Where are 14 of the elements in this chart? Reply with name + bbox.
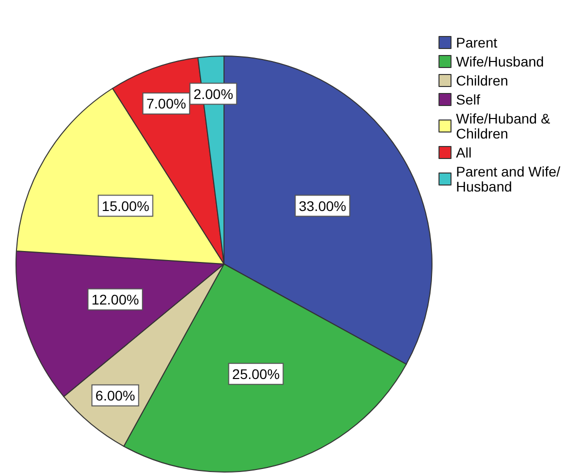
data-label: 7.00%: [146, 96, 186, 112]
data-label: 2.00%: [193, 86, 234, 102]
legend-label: Self: [456, 92, 480, 108]
data-label: 25.00%: [232, 366, 280, 382]
data-label: 6.00%: [95, 387, 136, 404]
data-label: 33.00%: [298, 198, 346, 214]
legend-label: Children: [456, 72, 508, 88]
data-label: 12.00%: [91, 291, 139, 308]
data-label: 15.00%: [102, 198, 150, 214]
legend-label: All: [456, 144, 472, 160]
legend-label: Parent and Wife/Husband: [456, 164, 560, 194]
legend-label: Wife/Husband: [456, 54, 544, 70]
legend-label: Parent: [456, 34, 498, 50]
legend-label: Wife/Huband & Children: [456, 110, 554, 142]
